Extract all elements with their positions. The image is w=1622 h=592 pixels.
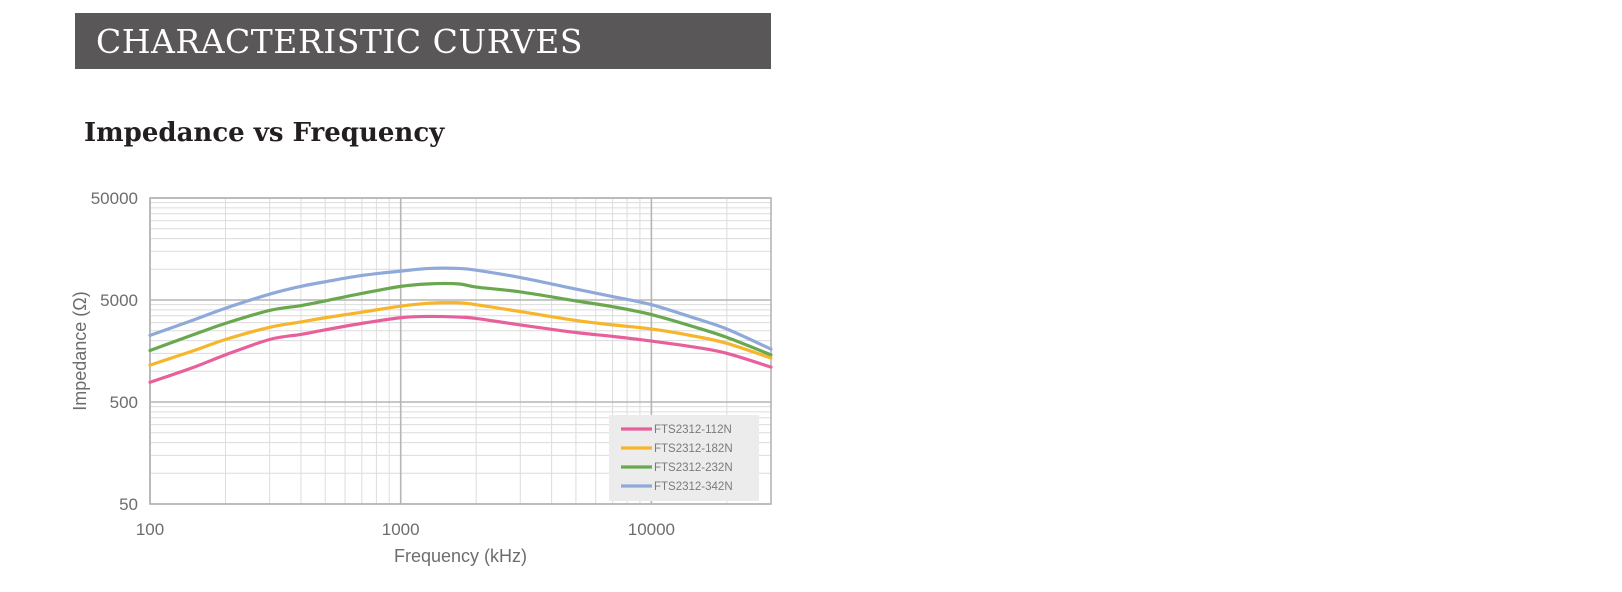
legend-label: FTS2312-182N (654, 443, 733, 455)
y-tick-label: 500 (110, 393, 138, 412)
x-axis-title: Frequency (kHz) (394, 546, 527, 566)
chart-section-title: Impedance vs Frequency (84, 118, 445, 148)
x-tick-label: 100 (136, 520, 164, 539)
x-tick-label: 10000 (628, 520, 675, 539)
y-tick-label: 50000 (91, 189, 138, 208)
y-axis-title: Impedance (Ω) (70, 291, 90, 411)
y-tick-label: 50 (119, 495, 138, 514)
legend-label: FTS2312-112N (654, 424, 732, 436)
banner-title: CHARACTERISTIC CURVES (96, 22, 583, 61)
series-line-fts2312-112n (148, 314, 773, 384)
series-line-fts2312-182n (148, 301, 773, 367)
x-tick-label: 1000 (382, 520, 420, 539)
series-line-fts2312-232n (148, 281, 773, 357)
legend-label: FTS2312-232N (654, 462, 733, 474)
y-tick-label: 5000 (100, 291, 138, 310)
section-banner: CHARACTERISTIC CURVES (75, 13, 771, 69)
legend-label: FTS2312-342N (654, 481, 733, 493)
series-line-fts2312-342n (148, 266, 773, 351)
